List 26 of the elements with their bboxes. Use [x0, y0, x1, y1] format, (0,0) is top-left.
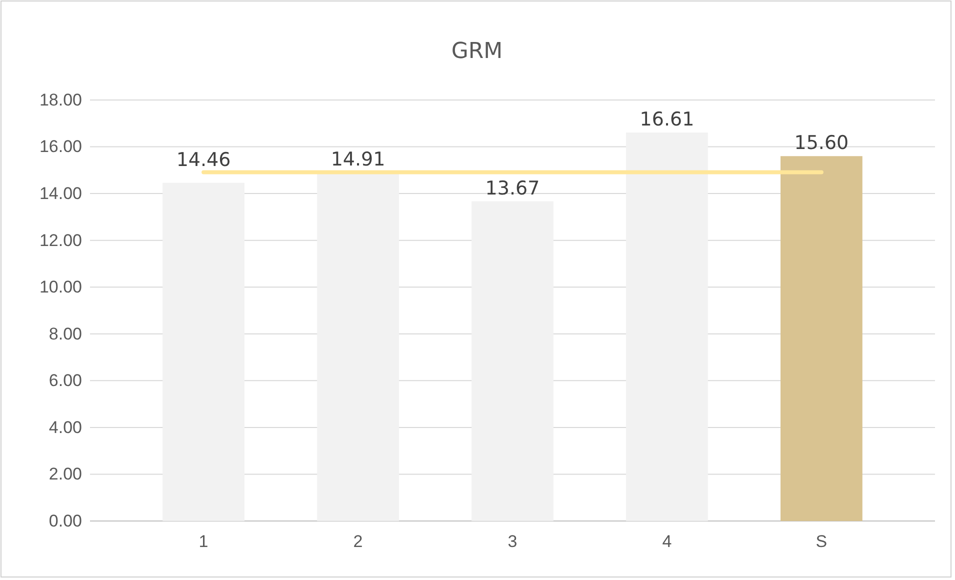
y-tick-label: 10.00	[39, 278, 82, 297]
data-label: 14.46	[176, 148, 231, 171]
y-tick-label: 6.00	[48, 371, 82, 390]
bar	[472, 201, 554, 521]
data-label: 14.91	[330, 148, 386, 170]
x-tick-label: 2	[353, 532, 363, 552]
y-tick-label: 4.00	[48, 418, 82, 437]
y-tick-label: 16.00	[39, 137, 82, 156]
bar	[162, 182, 244, 521]
bar	[780, 156, 862, 521]
y-tick-label: 0.00	[48, 511, 82, 530]
x-tick-label: 1	[198, 532, 208, 552]
y-tick-label: 8.00	[48, 324, 82, 344]
data-label: 13.67	[485, 177, 540, 200]
bar	[317, 172, 399, 521]
data-label: 16.61	[640, 108, 694, 131]
data-label: 15.60	[794, 132, 849, 154]
x-tick-label: 4	[662, 532, 672, 552]
y-tick-label: 12.00	[39, 230, 82, 250]
x-tick-label: S	[816, 532, 828, 552]
y-tick-label: 2.00	[48, 464, 82, 484]
y-tick-label: 18.00	[39, 90, 82, 110]
x-tick-label: 3	[508, 532, 518, 552]
y-tick-label: 14.00	[39, 184, 82, 203]
chart-title: GRM	[451, 39, 503, 64]
bar	[626, 132, 708, 521]
